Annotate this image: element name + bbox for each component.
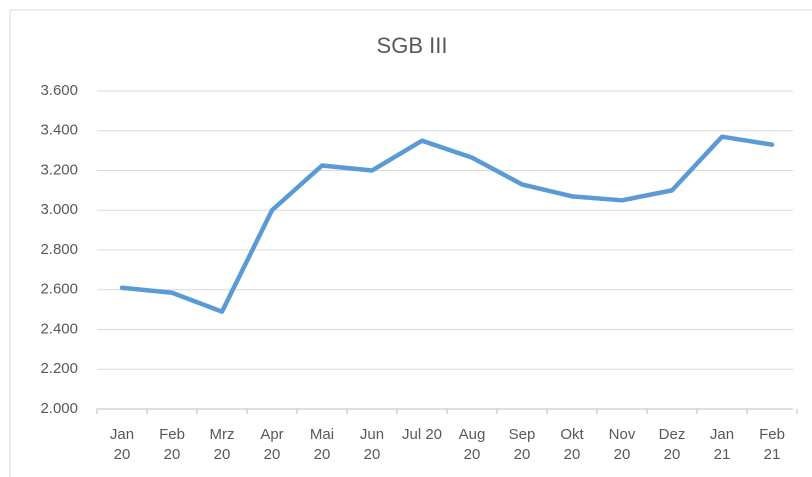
x-tick-label: Nov 20 [608, 426, 636, 463]
x-tick-label: Feb 20 [159, 426, 185, 463]
x-tick-label: Aug 20 [458, 426, 486, 463]
y-tick-label: 2.600 [40, 281, 78, 298]
x-tick-label: Apr 20 [260, 426, 284, 463]
y-tick-label: 3.000 [40, 201, 78, 218]
chart-title: SGB III [377, 33, 448, 58]
y-tick-label: 2.200 [40, 360, 78, 377]
data-line [119, 134, 775, 314]
y-tick-label: 2.400 [40, 320, 78, 337]
x-tick-label: Feb 21 [759, 426, 785, 463]
x-tick-label: Jan 20 [109, 426, 135, 463]
x-tick-label: Jun 20 [359, 426, 385, 463]
y-tick-label: 2.800 [40, 241, 78, 258]
x-tick-label: Jan 21 [709, 426, 735, 463]
y-tick-label: 3.400 [40, 122, 78, 139]
y-tick-label: 3.200 [40, 161, 78, 178]
x-tick-label: Mrz 20 [209, 426, 235, 463]
x-tick-label: Dez 20 [658, 426, 686, 463]
x-tick-label: Okt 20 [560, 426, 584, 463]
y-tick-label: 3.600 [40, 82, 78, 99]
x-tick-label: Sep 20 [508, 426, 536, 463]
x-tick-label: Mai 20 [309, 426, 335, 463]
y-tick-label: 2.000 [40, 400, 78, 417]
x-tick-label: Jul 20 [401, 426, 443, 443]
